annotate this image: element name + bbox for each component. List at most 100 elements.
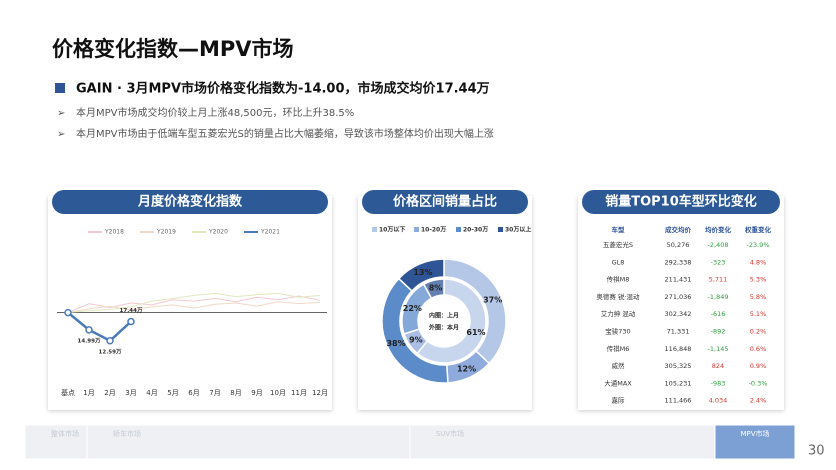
- cell: 艾力绅 混动: [601, 309, 636, 318]
- table-title: 销量TOP10车型环比变化: [605, 194, 757, 210]
- panel-header: [52, 190, 328, 214]
- cell: 4.8%: [750, 258, 767, 266]
- headline: GAIN · 3月MPV市场价格变化指数为-14.00，市场成交均价17.44万: [76, 81, 490, 97]
- point-label: 17.44万: [120, 307, 143, 314]
- chart-title: 月度价格变化指数: [137, 194, 243, 210]
- cell: 302,342: [665, 310, 692, 318]
- cell: 50,276: [667, 241, 690, 249]
- cell: -323: [711, 258, 726, 266]
- nav-tab-label[interactable]: MPV市场: [740, 429, 769, 438]
- x-tick-label: 10月: [270, 389, 286, 397]
- cell: 0.9%: [750, 362, 767, 370]
- point: [106, 337, 114, 345]
- legend-label: 10-20万: [421, 227, 446, 234]
- x-tick-label: 9月: [251, 389, 262, 397]
- nav-tab-label[interactable]: 整体市场: [51, 429, 79, 438]
- column-header: 车型: [612, 225, 626, 234]
- series-line: [67, 301, 321, 314]
- center-label: 内圈：上月: [429, 312, 459, 320]
- bullet-square: [55, 83, 65, 93]
- cell: 111,466: [665, 397, 692, 405]
- x-tick-label: 12月: [312, 389, 328, 397]
- data-label: 22%: [403, 304, 422, 313]
- x-tick-label: 5月: [167, 389, 178, 397]
- column-header: 权重变化: [744, 225, 772, 234]
- cell: 105,231: [665, 379, 692, 387]
- data-label: 61%: [466, 328, 485, 337]
- cell: 五菱宏光S: [603, 240, 633, 249]
- legend-label: Y2021: [260, 229, 280, 236]
- legend-swatch: [414, 227, 419, 232]
- page-number: 30: [808, 444, 825, 459]
- column-header: 均价变化: [705, 225, 732, 234]
- cell: 116,848: [665, 345, 692, 353]
- cell: GL8: [612, 258, 625, 266]
- cell: 5.1%: [750, 310, 767, 318]
- cell: -2,408: [708, 241, 729, 249]
- cell: 大通MAX: [604, 378, 632, 387]
- cell: 嘉际: [612, 396, 626, 405]
- cell: 威然: [612, 361, 626, 370]
- cell: 305,325: [665, 362, 692, 370]
- donut-segment: [416, 278, 487, 364]
- cell: 传祺M8: [607, 275, 630, 284]
- cell: -616: [711, 310, 726, 318]
- column-header: 成交均价: [665, 225, 692, 234]
- cell: -1,145: [708, 345, 729, 353]
- cell: 0.6%: [750, 345, 767, 353]
- data-label: 12%: [457, 364, 476, 373]
- legend-label: Y2018: [104, 229, 124, 236]
- series-line: [67, 292, 321, 314]
- point: [85, 326, 93, 334]
- nav-tab[interactable]: [714, 424, 796, 460]
- series-line: [67, 311, 132, 343]
- donut-segment: [422, 278, 445, 300]
- cell: 奥德赛 锐·混动: [596, 292, 640, 301]
- cell: -1,849: [708, 293, 729, 301]
- nav-tab-label[interactable]: 轿车市场: [113, 429, 141, 438]
- cell: 2.4%: [750, 397, 767, 405]
- cell: 271,036: [665, 293, 692, 301]
- arrow: ➢: [57, 108, 65, 119]
- data-label: 9%: [409, 336, 423, 345]
- center-label: 外圈：本月: [428, 324, 459, 332]
- data-label: 8%: [429, 284, 443, 293]
- cell: -892: [711, 328, 726, 336]
- legend-swatch: [456, 227, 461, 232]
- cell: 5.8%: [750, 293, 767, 301]
- cell: 824: [712, 362, 724, 370]
- cell: 0.2%: [750, 328, 767, 336]
- panel-header: [362, 190, 528, 214]
- legend-label: 10万以下: [379, 227, 405, 234]
- cell: -23.9%: [747, 241, 770, 249]
- x-tick-label: 2月: [104, 389, 115, 397]
- point-label: 14.99万: [78, 337, 101, 344]
- x-tick-label: 基点: [61, 388, 75, 397]
- cell: -983: [711, 379, 726, 387]
- nav-tab-label[interactable]: SUV市场: [436, 429, 464, 438]
- chart-title: 价格区间销量占比: [393, 194, 497, 210]
- legend-swatch: [498, 227, 503, 232]
- x-tick-label: 4月: [146, 389, 157, 397]
- data-label: 38%: [386, 339, 405, 348]
- point: [127, 317, 135, 326]
- legend-label: Y2019: [156, 229, 176, 236]
- x-tick-label: 6月: [188, 389, 199, 397]
- x-tick-label: 7月: [209, 389, 220, 397]
- x-tick-label: 3月: [125, 389, 136, 397]
- cell: 4,034: [709, 397, 728, 405]
- donut-segment: [397, 258, 445, 292]
- card: [578, 196, 784, 410]
- arrow: ➢: [57, 129, 65, 140]
- x-tick-label: 11月: [291, 389, 307, 397]
- data-label: 13%: [413, 268, 432, 277]
- cell: 71,331: [667, 328, 690, 336]
- cell: 5.3%: [750, 276, 767, 284]
- data-label: 37%: [483, 295, 502, 304]
- x-tick-label: 8月: [230, 389, 241, 397]
- series-line: [67, 295, 321, 314]
- legend-label: 30万以上: [505, 226, 531, 234]
- point: [64, 308, 72, 317]
- panel-header: [582, 190, 780, 214]
